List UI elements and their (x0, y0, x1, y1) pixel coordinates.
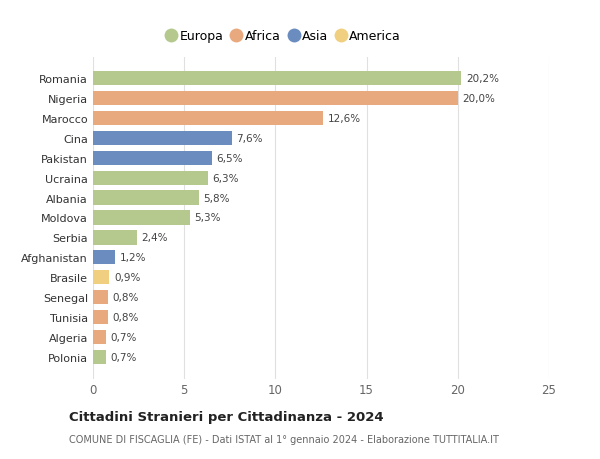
Text: 20,2%: 20,2% (466, 74, 499, 84)
Bar (93, 72, 461, 86)
Text: 6,3%: 6,3% (212, 174, 239, 183)
Text: 5,8%: 5,8% (203, 193, 230, 203)
Bar (93, 330, 106, 344)
Bar (93, 171, 208, 185)
Text: 0,8%: 0,8% (112, 292, 139, 302)
Text: 7,6%: 7,6% (236, 134, 263, 144)
Text: 12,6%: 12,6% (328, 114, 361, 124)
Bar (93, 92, 458, 106)
Text: 6,5%: 6,5% (216, 153, 242, 163)
Bar (93, 270, 109, 285)
Legend: Europa, Africa, Asia, America: Europa, Africa, Asia, America (164, 27, 404, 47)
Text: 1,2%: 1,2% (119, 253, 146, 263)
Text: 2,4%: 2,4% (142, 233, 168, 243)
Bar (93, 112, 323, 126)
Bar (93, 211, 190, 225)
Bar (93, 350, 106, 364)
Bar (93, 231, 137, 245)
Text: 5,3%: 5,3% (194, 213, 221, 223)
Text: 0,7%: 0,7% (110, 332, 137, 342)
Text: 0,7%: 0,7% (110, 352, 137, 362)
Text: Cittadini Stranieri per Cittadinanza - 2024: Cittadini Stranieri per Cittadinanza - 2… (69, 410, 383, 423)
Bar (93, 132, 232, 146)
Bar (93, 290, 107, 304)
Text: 0,8%: 0,8% (112, 312, 139, 322)
Text: 0,9%: 0,9% (114, 273, 140, 283)
Bar (93, 310, 107, 325)
Bar (93, 251, 115, 265)
Text: COMUNE DI FISCAGLIA (FE) - Dati ISTAT al 1° gennaio 2024 - Elaborazione TUTTITAL: COMUNE DI FISCAGLIA (FE) - Dati ISTAT al… (69, 434, 499, 444)
Text: 20,0%: 20,0% (463, 94, 495, 104)
Bar (93, 151, 212, 166)
Bar (93, 191, 199, 205)
